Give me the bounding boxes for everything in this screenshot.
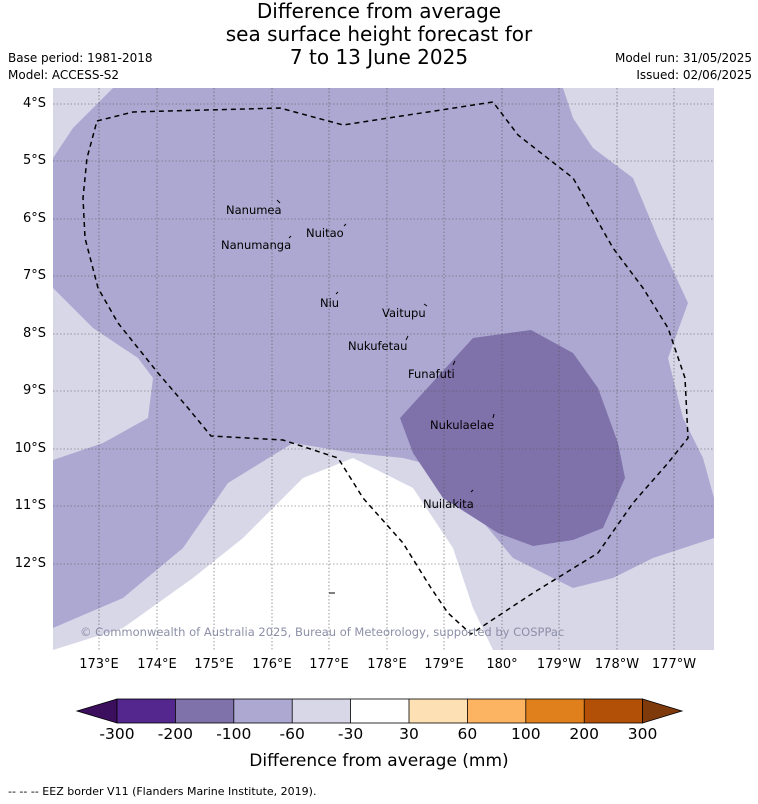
island-marker-nuitao (343, 223, 347, 227)
island-label-nuitao: Nuitao (306, 226, 344, 240)
lat-label-9s: 9°S (22, 383, 46, 398)
model-name: Model: ACCESS-S2 (8, 68, 120, 82)
base-period: Base period: 1981-2018 (8, 51, 153, 65)
colorbar-bin-1 (117, 699, 176, 723)
island-marker-nanumea (276, 199, 281, 204)
colorbar-extend-high (642, 698, 684, 724)
lon-label-177e: 177°E (309, 657, 349, 672)
colorbar-extend-low (75, 698, 118, 724)
lat-label-12s: 12°S (14, 556, 46, 571)
title-line-3: 7 to 13 June 2025 (289, 45, 469, 69)
island-marker-nanumanga (288, 235, 292, 239)
lon-label-173e: 173°E (79, 657, 119, 672)
colorbar-tick: -100 (216, 725, 252, 743)
colorbar-tick: -30 (337, 725, 364, 743)
graticule (53, 88, 714, 650)
lon-label-174e: 174°E (137, 657, 177, 672)
island-marker-nuilakita (470, 489, 474, 493)
colorbar-bin-4 (292, 699, 351, 723)
lon-label-180: 180° (486, 657, 518, 672)
lon-label-178e: 178°E (367, 657, 407, 672)
lon-label-179w: 179°W (536, 657, 582, 672)
island-marker-nukulaelae (492, 413, 495, 419)
lat-label-11s: 11°S (14, 498, 46, 513)
colorbar-tick: 300 (627, 725, 658, 743)
colorbar-tick: 60 (457, 725, 478, 743)
lat-label-5s: 5°S (22, 153, 46, 168)
lon-label-175e: 175°E (194, 657, 234, 672)
island-label-niu: Niu (320, 296, 340, 310)
band-minus200-minus100 (400, 330, 625, 546)
meta-right: Model run: 31/05/2025 Issued: 02/06/2025 (615, 50, 752, 84)
colorbar-tick: 200 (569, 725, 599, 743)
island-label-vaitupu: Vaitupu (382, 306, 426, 320)
lat-label-10s: 10°S (14, 441, 46, 456)
colorbar-tick: -200 (157, 725, 193, 743)
island-label-funafuti: Funafuti (408, 367, 455, 381)
eez-footnote: -- -- -- EEZ border V11 (Flanders Marine… (8, 785, 317, 798)
colorbar-bin-6 (409, 699, 468, 723)
island-markers (276, 199, 495, 594)
map-svg (53, 88, 714, 650)
colorbar-label: Difference from average (mm) (249, 751, 509, 771)
eez-border (82, 101, 689, 635)
map-area[interactable]: Nanumea Nuitao Nanumanga Niu Vaitupu Nuk… (53, 88, 714, 650)
copyright-notice: © Commonwealth of Australia 2025, Bureau… (80, 625, 565, 639)
lat-label-7s: 7°S (22, 268, 46, 283)
island-marker-funafuti (452, 360, 456, 366)
colorbar-tick: -60 (279, 725, 305, 743)
title-line-2: sea surface height forecast for (225, 22, 533, 46)
meta-left: Base period: 1981-2018 Model: ACCESS-S2 (8, 50, 153, 84)
island-label-nuilakita: Nuilakita (423, 497, 474, 511)
colorbar-bin-3 (233, 699, 293, 723)
issued-date: Issued: 02/06/2025 (636, 68, 752, 82)
lat-label-6s: 6°S (22, 211, 46, 226)
colorbar-bin-5 (350, 699, 409, 723)
title-line-1: Difference from average (256, 0, 502, 23)
island-marker-vaitupu (423, 303, 428, 307)
island-marker-niu (335, 291, 339, 295)
island-label-nanumea: Nanumea (226, 203, 282, 217)
island-label-nukulaelae: Nukulaelae (430, 418, 495, 432)
island-marker-nukufetau (405, 335, 409, 341)
lon-label-179e: 179°E (424, 657, 464, 672)
colorbar-tick: 30 (399, 725, 419, 743)
lon-label-176e: 176°E (252, 657, 292, 672)
colorbar-bin-9 (584, 699, 643, 723)
colorbar-bin-7 (467, 699, 526, 723)
model-run: Model run: 31/05/2025 (614, 51, 752, 65)
colorbar (75, 698, 684, 724)
colorbar-tick: 100 (511, 725, 541, 743)
island-label-nukufetau: Nukufetau (348, 339, 408, 353)
colorbar-bin-8 (525, 699, 585, 723)
colorbar-bin-2 (175, 699, 234, 723)
lon-label-178w: 178°W (594, 657, 640, 672)
chart-title: Difference from average sea surface heig… (0, 0, 758, 69)
colorbar-tick: -300 (99, 725, 135, 743)
lat-label-8s: 8°S (22, 326, 46, 341)
lat-label-4s: 4°S (22, 96, 46, 111)
island-label-nanumanga: Nanumanga (221, 238, 292, 252)
lon-label-177w: 177°W (651, 657, 697, 672)
